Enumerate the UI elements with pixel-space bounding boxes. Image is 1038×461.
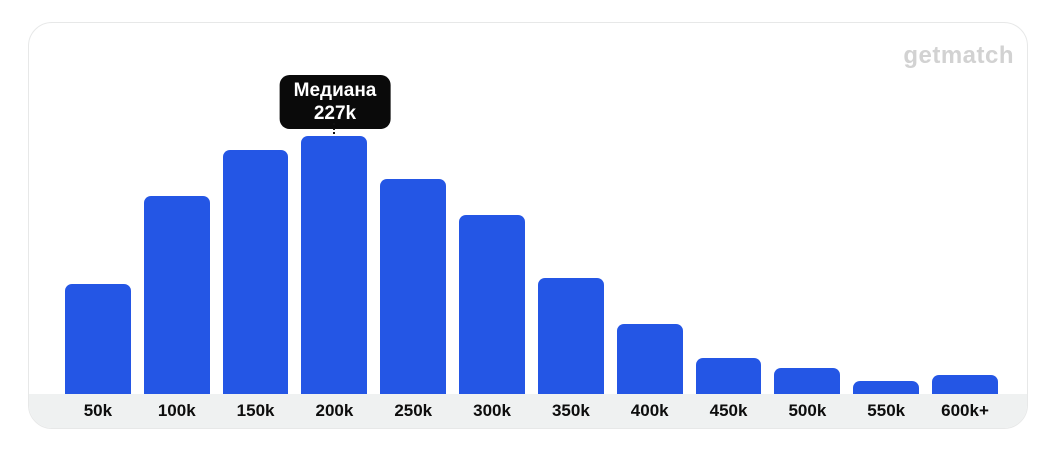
bar-450k[interactable] — [695, 358, 762, 394]
bar-300k[interactable] — [459, 215, 525, 394]
axis-label-350k: 350k — [551, 401, 590, 420]
axis-label-200k: 200k — [315, 401, 354, 420]
median-dotted-line — [333, 123, 335, 138]
axis-label-550k: 550k — [867, 401, 906, 420]
bar-500k[interactable] — [774, 368, 841, 394]
axis-label-50k: 50k — [83, 401, 113, 420]
median-tooltip-value: 227k — [313, 103, 357, 125]
axis-label-100k: 100k — [157, 401, 196, 420]
bars-container — [65, 23, 998, 394]
bar-250k[interactable] — [380, 179, 447, 394]
bar-550k[interactable] — [853, 381, 920, 394]
bar-150k[interactable] — [222, 150, 289, 394]
axis-label-250k: 250k — [394, 401, 433, 420]
bar-50k[interactable] — [65, 284, 131, 394]
getmatch-logo: getmatch — [903, 42, 1014, 69]
axis-label-300k: 300k — [473, 401, 511, 420]
median-tooltip: Медиана 227k — [279, 75, 391, 130]
axis-label-150k: 150k — [236, 401, 275, 420]
chart-card: getmatch Медиана 227k 50k 100k 150k 200k 250… — [28, 22, 1028, 429]
axis-label-600k+: 600k+ — [941, 401, 989, 420]
bar-200k[interactable] — [301, 136, 368, 394]
bar-100k[interactable] — [143, 196, 210, 394]
bar-400k[interactable] — [616, 324, 683, 394]
bar-350k[interactable] — [537, 278, 604, 394]
axis-label-450k: 450k — [709, 401, 748, 420]
x-axis-band: 50k 100k 150k 200k 250k 300k 350k 400k 450k 500k 5… — [29, 394, 1027, 428]
axis-label-400k: 400k — [630, 401, 669, 420]
bar-600k+[interactable] — [932, 375, 998, 394]
axis-label-500k: 500k — [788, 401, 827, 420]
median-tooltip-label: Медиана — [293, 80, 377, 101]
